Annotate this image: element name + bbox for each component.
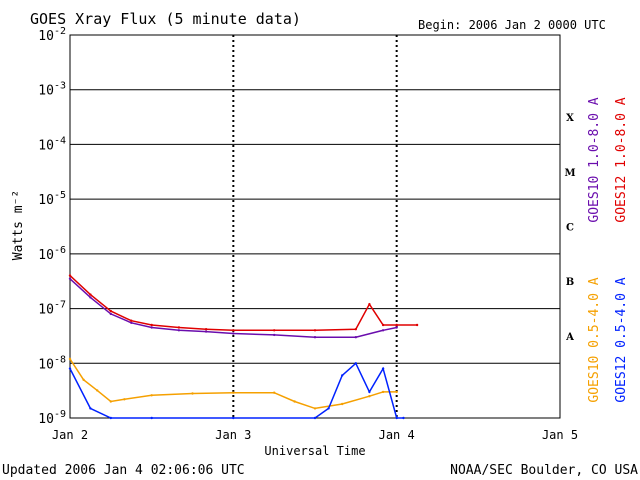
data-point	[89, 293, 92, 296]
data-point	[96, 389, 99, 392]
data-point	[177, 329, 181, 332]
data-point	[89, 296, 92, 299]
data-point	[150, 394, 153, 397]
legend-entry: GOES12 1.0-8.0 A	[614, 97, 629, 222]
y-tick-label: 10-8	[38, 354, 66, 372]
data-point	[293, 400, 296, 403]
begin-time: Begin: 2006 Jan 2 0000 UTC	[418, 18, 606, 32]
flare-class-M: M	[564, 168, 575, 179]
y-tick-labels: 10-9 10-8 10-7 10-6 10-5 10-4 10-3 10-2	[38, 26, 66, 427]
series-line	[69, 278, 397, 338]
data-point	[109, 309, 113, 313]
x-tick-label: Jan 3	[215, 428, 251, 442]
data-point	[109, 312, 113, 316]
data-point	[273, 391, 276, 394]
x-tick-labels: Jan 2 Jan 3 Jan 4 Jan 5	[52, 428, 578, 442]
data-point	[327, 407, 330, 410]
data-point	[232, 332, 235, 335]
flare-class-A: A	[565, 332, 574, 343]
x-tick-label: Jan 4	[379, 428, 415, 442]
data-point	[232, 391, 235, 394]
data-point	[368, 390, 371, 394]
series-line	[69, 362, 404, 419]
updated-time: Updated 2006 Jan 4 02:06:06 UTC	[2, 463, 245, 478]
data-point	[395, 323, 398, 327]
data-point	[415, 323, 419, 327]
data-point	[313, 407, 317, 410]
data-point	[68, 357, 72, 361]
data-point	[130, 319, 133, 322]
data-point	[273, 333, 276, 337]
data-point	[191, 392, 194, 395]
legend-entry: GOES10 0.5-4.0 A	[587, 277, 602, 402]
chart-title: GOES Xray Flux (5 minute data)	[30, 10, 301, 28]
x-tick-label: Jan 2	[52, 428, 88, 442]
flare-class-X: X	[566, 113, 574, 124]
y-tick-label: 10-9	[38, 409, 66, 427]
data-point	[109, 400, 113, 403]
data-point	[368, 303, 371, 306]
data-point	[204, 328, 208, 331]
data-point	[232, 329, 235, 332]
x-tick-label: Jan 5	[542, 428, 578, 442]
data-point	[109, 416, 113, 420]
data-point	[150, 326, 153, 329]
data-point	[130, 321, 133, 324]
data-point	[368, 395, 371, 398]
legend-entry: GOES12 0.5-4.0 A	[614, 277, 629, 402]
flare-class-labels: A B C M X	[564, 113, 575, 343]
data-point	[395, 416, 398, 420]
data-point	[204, 330, 208, 333]
data-point	[82, 378, 85, 381]
data-point	[150, 416, 153, 420]
y-tick-label: 10-6	[38, 245, 66, 263]
data-point	[354, 336, 357, 339]
data-point	[68, 367, 72, 370]
flare-class-B: B	[566, 277, 574, 288]
plot-frame	[69, 34, 561, 419]
legend-entry: GOES10 1.0-8.0 A	[587, 97, 602, 222]
data-point	[354, 362, 357, 365]
data-point	[123, 398, 126, 401]
y-axis-label: Watts m⁻²	[11, 190, 26, 260]
series-lines	[68, 274, 419, 420]
data-point	[273, 329, 276, 332]
data-point	[313, 416, 317, 420]
data-point	[232, 416, 235, 420]
flare-class-C: C	[566, 223, 574, 234]
data-point	[395, 390, 398, 394]
data-point	[354, 328, 357, 331]
series-line	[69, 275, 418, 332]
y-tick-label: 10-3	[38, 81, 66, 99]
data-point	[89, 407, 92, 410]
data-point	[150, 323, 153, 327]
data-point	[313, 329, 317, 332]
data-point	[381, 329, 385, 332]
data-point	[381, 323, 385, 327]
legend: GOES10 1.0-8.0 A GOES12 1.0-8.0 A GOES10 0…	[587, 97, 629, 402]
data-point	[395, 326, 398, 329]
data-point	[68, 274, 72, 277]
data-point	[177, 326, 181, 329]
data-point	[402, 416, 405, 420]
y-tick-label: 10-2	[38, 26, 66, 44]
data-point	[381, 367, 385, 370]
credit: NOAA/SEC Boulder, CO USA	[450, 463, 638, 478]
y-tick-label: 10-5	[38, 190, 66, 208]
data-point	[341, 402, 344, 406]
x-axis-label: Universal Time	[264, 444, 365, 458]
gridlines	[70, 35, 560, 418]
data-point	[313, 336, 317, 339]
data-point	[341, 374, 344, 377]
data-point	[68, 277, 72, 280]
y-tick-label: 10-7	[38, 300, 66, 318]
y-tick-label: 10-4	[38, 135, 66, 153]
data-point	[381, 390, 385, 394]
